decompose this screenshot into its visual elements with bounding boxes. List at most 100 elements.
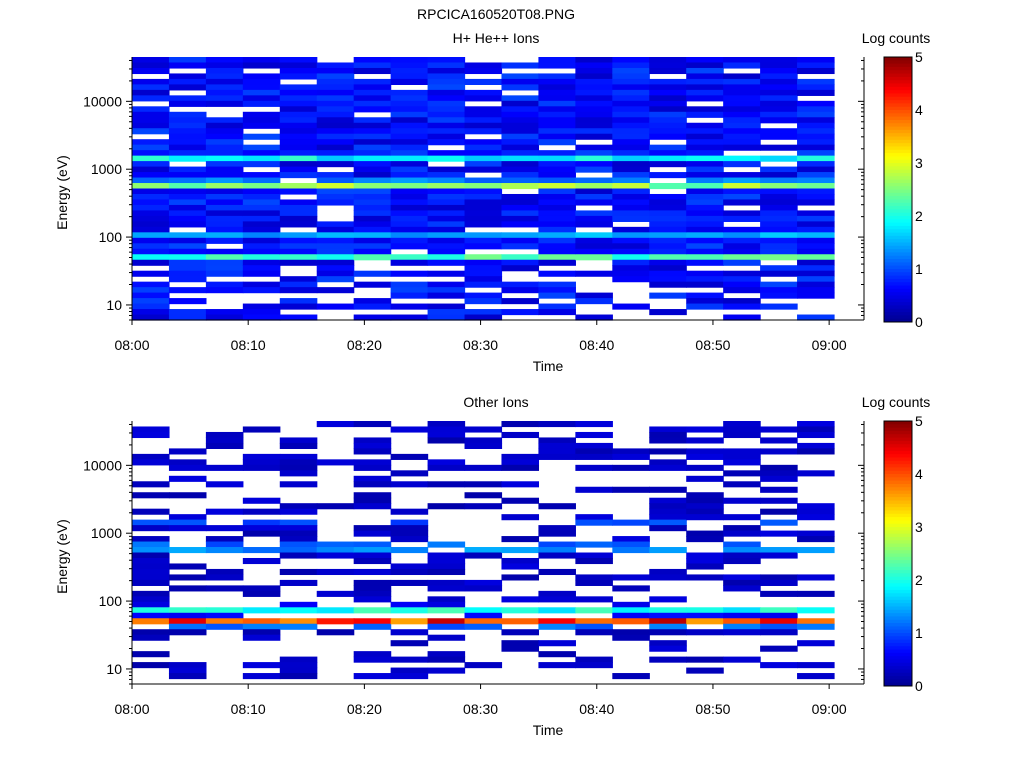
x-tick-label: 08:10 [231, 337, 266, 353]
heatmap-cell [501, 117, 540, 124]
heatmap-cell [390, 292, 429, 299]
heatmap-cell [501, 645, 540, 652]
heatmap-cell [427, 73, 466, 80]
colorbar-swatch [884, 560, 912, 564]
heatmap-cell [501, 237, 540, 244]
heatmap-cell [649, 448, 687, 455]
colorbar-swatch [884, 556, 912, 561]
heatmap-cell [575, 73, 613, 80]
heatmap-cell [279, 139, 318, 146]
colorbar-swatch [884, 249, 912, 253]
heatmap-cell [279, 464, 318, 471]
heatmap-cell [760, 62, 798, 69]
heatmap-cell [464, 437, 503, 444]
heatmap-cell [575, 618, 613, 625]
heatmap-cell [723, 270, 761, 277]
heatmap-cell [797, 248, 835, 255]
heatmap-cell [686, 437, 724, 444]
heatmap-cell [575, 623, 613, 630]
heatmap-cell [205, 481, 244, 488]
heatmap-cell [390, 667, 429, 674]
heatmap-cell [427, 100, 466, 107]
heatmap-cell [205, 155, 244, 162]
heatmap-cell [575, 95, 613, 102]
heatmap-cell [538, 155, 576, 162]
heatmap-cell [279, 150, 318, 157]
heatmap-cell [649, 618, 687, 625]
heatmap-cell [168, 574, 207, 581]
heatmap-cell [649, 150, 687, 157]
colorbar-tick-label: 2 [915, 208, 923, 224]
heatmap-cell [316, 139, 355, 146]
heatmap-cell [723, 232, 761, 239]
heatmap-cell [575, 122, 613, 129]
colorbar-swatch [884, 593, 912, 598]
heatmap-cell [464, 662, 503, 669]
heatmap-cell [612, 215, 650, 222]
heatmap-cell [279, 667, 318, 674]
heatmap-cell [501, 563, 540, 570]
heatmap-cell [353, 552, 392, 559]
heatmap-cell [316, 177, 355, 184]
heatmap-cell [760, 215, 798, 222]
heatmap-cell [132, 634, 170, 641]
heatmap-cell [760, 574, 798, 581]
heatmap-cell [242, 508, 281, 515]
heatmap-cell [132, 574, 170, 581]
heatmap-cell [132, 525, 170, 532]
heatmap-cell [686, 150, 724, 157]
heatmap-cell [353, 232, 392, 239]
heatmap-cell [316, 106, 355, 113]
heatmap-cell [242, 530, 281, 537]
heatmap-cell [279, 221, 318, 228]
heatmap-cell [242, 634, 281, 641]
heatmap-cell [538, 541, 576, 548]
heatmap-cell [686, 448, 724, 455]
heatmap-cell [427, 287, 466, 294]
heatmap-cell [353, 122, 392, 129]
heatmap-cell [279, 442, 318, 449]
heatmap-cell [760, 426, 798, 433]
heatmap-cell [501, 232, 540, 239]
colorbar-swatch [884, 682, 912, 687]
heatmap-cell [205, 199, 244, 206]
heatmap-cell [132, 172, 170, 179]
heatmap-cell [501, 84, 540, 91]
heatmap-cell [538, 133, 576, 140]
heatmap-cell [132, 547, 170, 554]
heatmap-cell [427, 237, 466, 244]
heatmap-cell [242, 117, 281, 124]
heatmap-cell [168, 525, 207, 532]
heatmap-cell [686, 226, 724, 233]
heatmap-cell [464, 183, 503, 190]
colorbar-swatch [884, 623, 912, 627]
heatmap-cell [575, 448, 613, 455]
heatmap-cell [501, 78, 540, 85]
heatmap-cell [132, 596, 170, 603]
heatmap-cell [723, 629, 761, 636]
heatmap-cell [242, 215, 281, 222]
heatmap-cell [612, 243, 650, 250]
heatmap-cell [390, 254, 429, 261]
heatmap-cell [427, 314, 466, 321]
heatmap-cell [316, 421, 355, 428]
heatmap-cell [797, 188, 835, 195]
heatmap-cell [649, 426, 687, 433]
heatmap-cell [760, 221, 798, 228]
heatmap-cell [316, 73, 355, 80]
heatmap-cell [316, 547, 355, 554]
colorbar-label: Log counts [862, 30, 931, 46]
heatmap-cell [760, 73, 798, 80]
heatmap-cell [501, 596, 540, 603]
colorbar-swatch [884, 146, 912, 151]
heatmap-cell [760, 177, 798, 184]
heatmap-cell [649, 84, 687, 91]
heatmap-cell [686, 57, 724, 64]
heatmap-cell [575, 199, 613, 206]
heatmap-cell [649, 612, 687, 619]
heatmap-cell [686, 270, 724, 277]
heatmap-cell [501, 215, 540, 222]
heatmap-cell [316, 128, 355, 135]
heatmap-cell [501, 62, 540, 69]
heatmap-cell [132, 607, 170, 614]
